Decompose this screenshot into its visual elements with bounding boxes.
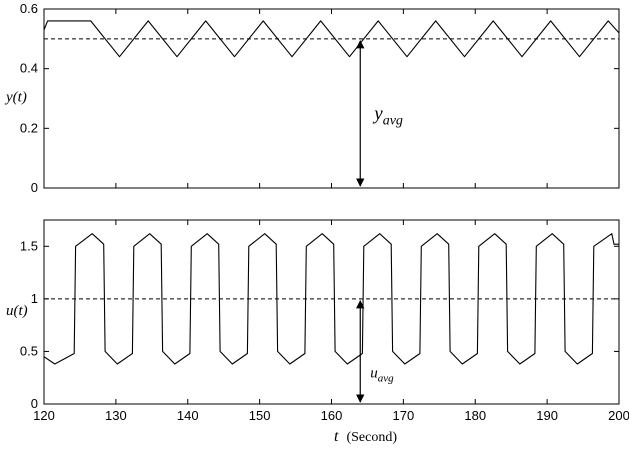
x-tick-label: 160 [321, 408, 343, 423]
y-tick-label: 1 [31, 291, 38, 306]
average-annotation: uavg [370, 365, 394, 384]
y-tick-label: 0.2 [20, 120, 38, 135]
x-tick-label: 120 [33, 408, 55, 423]
x-axis-label: t (Second) [334, 428, 397, 445]
plot-frame [43, 219, 620, 405]
y-axis-label: y(t) [4, 90, 27, 106]
y-tick-label: 0.5 [20, 343, 38, 358]
average-annotation: yavg [372, 103, 403, 128]
y-tick-label: 0.4 [20, 61, 38, 76]
y-tick-label: 1.5 [20, 238, 38, 253]
y-tick-label: 0.6 [20, 1, 38, 16]
y-axis-label: u(t) [6, 303, 28, 319]
x-tick-label: 180 [464, 408, 486, 423]
x-tick-label: 150 [249, 408, 271, 423]
y-tick-label: 0 [31, 180, 38, 195]
x-tick-label: 140 [177, 408, 199, 423]
plot-frame [43, 8, 620, 189]
y-tick-label: 0 [31, 396, 38, 411]
x-tick-label: 130 [105, 408, 127, 423]
bottom-panel: 0 0.5 1 1.5 120 130 140 150 160 170 180 190 200 u(t) u… [6, 219, 629, 445]
signal-line [44, 20, 619, 58]
x-tick-label: 170 [393, 408, 415, 423]
signal-line [44, 233, 619, 365]
top-panel: 0 0.2 0.4 0.6 y(t) yavg [4, 1, 620, 195]
x-tick-label: 200 [608, 408, 629, 423]
x-tick-label: 190 [536, 408, 558, 423]
